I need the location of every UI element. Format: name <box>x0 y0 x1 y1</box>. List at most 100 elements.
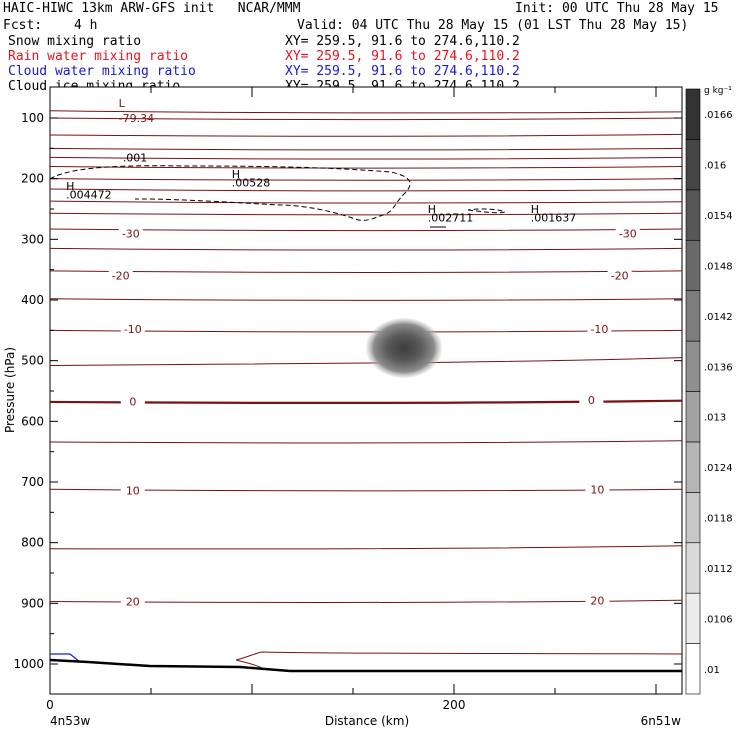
ice-label: .002711 <box>428 211 474 224</box>
colorbar-tick-label: .0148 <box>704 261 733 272</box>
plot-frame <box>49 86 683 695</box>
ice-label: .001 <box>123 151 148 164</box>
temperature-label-bg <box>579 393 604 407</box>
ice-label: L <box>119 97 126 110</box>
temperature-contour <box>50 545 682 550</box>
colorbar-tick-label: .0106 <box>704 614 733 625</box>
valid-time: Valid: 04 UTC Thu 28 May 15 (01 LST Thu … <box>297 18 689 33</box>
colorbar-swatch <box>685 189 701 241</box>
colorbar-tick-label: .0112 <box>704 564 733 575</box>
colorbar-tick-label: .0136 <box>704 362 733 373</box>
rain-surface-contour-2 <box>235 659 263 669</box>
colorbar-swatch <box>685 239 701 291</box>
temperature-label-bg <box>607 268 632 282</box>
y-tick-label: 200 <box>21 172 44 186</box>
colorbar-swatch <box>685 542 701 594</box>
colorbar-swatch <box>685 340 701 392</box>
temperature-label: -30 <box>619 227 637 240</box>
temperature-contour <box>50 133 682 137</box>
cloud-water-surface-contour <box>50 653 81 663</box>
y-tick-label: 800 <box>21 536 44 550</box>
field-rain-xy: XY= 259.5, 91.6 to 274.6,110.2 <box>285 49 520 64</box>
y-tick-label: 400 <box>21 293 44 307</box>
chart-title: HAIC-HIWC 13km ARW-GFS init NCAR/MMM <box>3 1 301 16</box>
temperature-label-bg <box>108 268 133 282</box>
temperature-label: -30 <box>122 227 140 240</box>
colorbar-tick-label: .016 <box>704 161 726 172</box>
temperature-label-bg <box>118 226 143 240</box>
temperature-label: 0 <box>588 394 595 407</box>
colorbar-tick-label: .01 <box>704 665 720 676</box>
forecast-label: Fcst: <box>3 18 43 33</box>
colorbar-tick-label: .0154 <box>704 211 733 222</box>
temperature-contour <box>50 110 682 114</box>
temperature-label-bg <box>120 594 145 608</box>
ice-label: H <box>232 168 240 181</box>
colorbar-swatch <box>685 441 701 493</box>
temperature-contour <box>50 166 682 169</box>
colorbar-swatch <box>685 290 701 342</box>
terrain-line <box>49 658 682 673</box>
temperature-label: -10 <box>124 323 142 336</box>
temperature-label-bg <box>120 394 145 408</box>
temperature-contour <box>50 270 682 273</box>
y-tick-label: 700 <box>21 475 44 489</box>
temperature-contour <box>50 440 682 444</box>
temperature-contour <box>50 156 682 160</box>
ice-label: -79.34 <box>119 112 154 125</box>
x-endpoint-right: 6n51w <box>641 714 682 728</box>
ice-contour-001 <box>50 165 411 221</box>
ice-label: H <box>531 203 539 216</box>
y-tick-label: 500 <box>21 354 44 368</box>
temperature-label: 20 <box>590 594 604 607</box>
y-tick-label: 300 <box>21 232 44 246</box>
colorbar-unit: g kg⁻¹ <box>704 86 732 96</box>
colorbar-tick-label: .0124 <box>704 463 733 474</box>
temperature-label: -20 <box>611 270 629 283</box>
temperature-label-bg <box>120 322 145 336</box>
ice-label: .004472 <box>66 188 112 201</box>
colorbar-swatch <box>685 492 701 544</box>
forecast-value: 4 h <box>74 18 98 33</box>
init-time: Init: 00 UTC Thu 28 May 15 <box>515 1 719 16</box>
temperature-label: 0 <box>129 395 136 408</box>
ice-label: .00528 <box>232 176 270 189</box>
temperature-label-bg <box>120 483 145 497</box>
temperature-label: -20 <box>112 270 130 283</box>
temperature-contour <box>50 298 682 301</box>
snow-mixing-ratio-max <box>366 318 442 378</box>
colorbar-swatch <box>685 139 701 191</box>
temperature-contour <box>50 147 682 151</box>
temperature-label: 10 <box>590 483 604 496</box>
colorbar-swatch <box>685 592 701 644</box>
temperature-label-bg <box>585 593 610 607</box>
y-tick-label: 900 <box>21 596 44 610</box>
colorbar-tick-label: .0118 <box>704 514 733 525</box>
field-cloud-water-name: Cloud water mixing ratio <box>8 64 196 79</box>
x-tick-label: 200 <box>443 698 466 712</box>
temperature-label: 10 <box>126 484 140 497</box>
temperature-label-bg <box>615 226 640 240</box>
colorbar-tick-label: .0166 <box>704 110 733 121</box>
colorbar-tick-label: .0142 <box>704 312 733 323</box>
field-cloud-water-xy: XY= 259.5, 91.6 to 274.6,110.2 <box>285 64 520 79</box>
colorbar-swatch <box>685 391 701 443</box>
ice-label: H <box>66 180 74 193</box>
x-endpoint-left: 4n53w <box>50 714 91 728</box>
rain-surface-contour <box>235 651 683 661</box>
x-tick-label: 0 <box>46 698 54 712</box>
field-snow-name: Snow mixing ratio <box>8 34 142 49</box>
y-tick-label: 1000 <box>13 657 44 671</box>
colorbar-swatch <box>685 88 701 140</box>
temperature-contour <box>50 117 682 120</box>
temperature-label-bg <box>587 322 612 336</box>
temperature-contour <box>50 178 682 181</box>
temperature-contour <box>50 200 682 204</box>
y-tick-label: 600 <box>21 414 44 428</box>
temperature-label: 20 <box>126 596 140 609</box>
ice-label: .001637 <box>531 211 577 224</box>
temperature-contour <box>50 247 682 251</box>
temperature-label-bg <box>585 482 610 496</box>
y-tick-label: 100 <box>21 111 44 125</box>
